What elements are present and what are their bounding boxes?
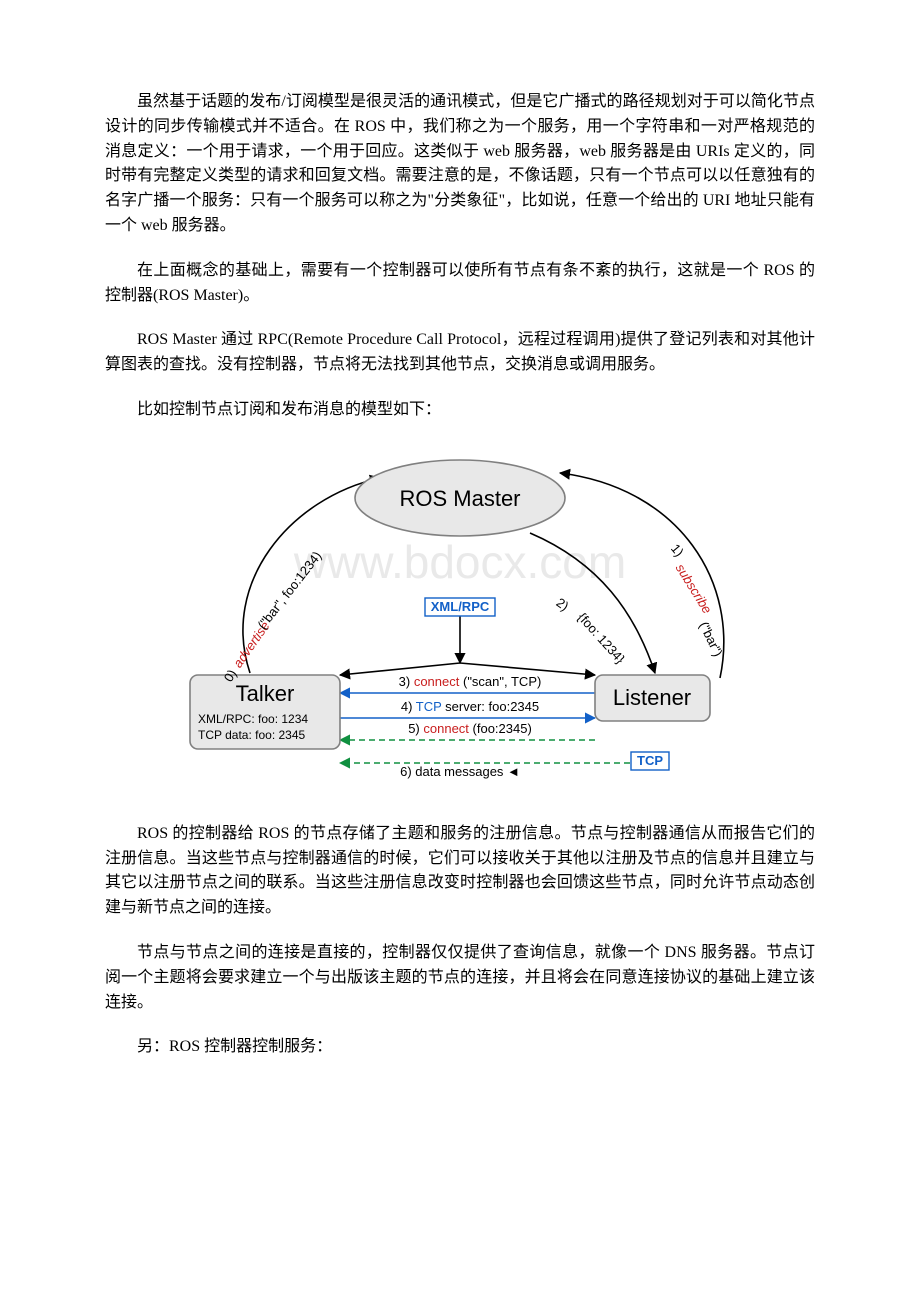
- diagram-svg: www.bdocx.com ROS Master XML/RPC Talker …: [180, 443, 740, 798]
- node-xmlrpc-label: XML/RPC: [431, 599, 490, 614]
- paragraph-4: 比如控制节点订阅和发布消息的模型如下：: [105, 398, 815, 423]
- node-listener-label: Listener: [613, 685, 691, 710]
- node-tcp-label: TCP: [637, 753, 663, 768]
- arc-label-ret2: {foo: 1234}: [575, 609, 629, 666]
- paragraph-3: ROS Master 通过 RPC(Remote Procedure Call …: [105, 328, 815, 378]
- arc-label-ret1: 2): [554, 595, 572, 614]
- paragraph-5: ROS 的控制器给 ROS 的节点存储了主题和服务的注册信息。节点与控制器通信从…: [105, 822, 815, 921]
- edge-label-e3: 3) connect ("scan", TCP): [399, 674, 542, 689]
- ros-master-diagram: www.bdocx.com ROS Master XML/RPC Talker …: [105, 443, 815, 798]
- edge-label-e4: 4) TCP server: foo:2345: [401, 699, 539, 714]
- paragraph-1: 虽然基于话题的发布/订阅模型是很灵活的通讯模式，但是它广播式的路径规划对于可以简…: [105, 90, 815, 239]
- paragraph-6: 节点与节点之间的连接是直接的，控制器仅仅提供了查询信息，就像一个 DNS 服务器…: [105, 941, 815, 1015]
- paragraph-2: 在上面概念的基础上，需要有一个控制器可以使所有节点有条不紊的执行，这就是一个 R…: [105, 259, 815, 309]
- node-talker-sub1: XML/RPC: foo: 1234: [198, 712, 308, 726]
- arc-label-sub2: subscribe: [673, 561, 715, 616]
- document-page: 虽然基于话题的发布/订阅模型是很灵活的通讯模式，但是它广播式的路径规划对于可以简…: [0, 0, 920, 1140]
- watermark-text: www.bdocx.com: [293, 536, 626, 588]
- edge-label-e5: 5) connect (foo:2345): [408, 721, 532, 736]
- edge-label-e6: 6) data messages ◄: [400, 764, 520, 779]
- node-talker-sub2: TCP data: foo: 2345: [198, 728, 306, 742]
- node-talker-label: Talker: [236, 681, 295, 706]
- arc-label-adv3: ("bar", foo:1234): [254, 548, 324, 632]
- arc-label-sub1: 1): [668, 541, 687, 559]
- node-ros-master-label: ROS Master: [399, 486, 520, 511]
- paragraph-7: 另：ROS 控制器控制服务：: [105, 1035, 815, 1060]
- arc-label-sub3: ("bar"): [696, 619, 726, 659]
